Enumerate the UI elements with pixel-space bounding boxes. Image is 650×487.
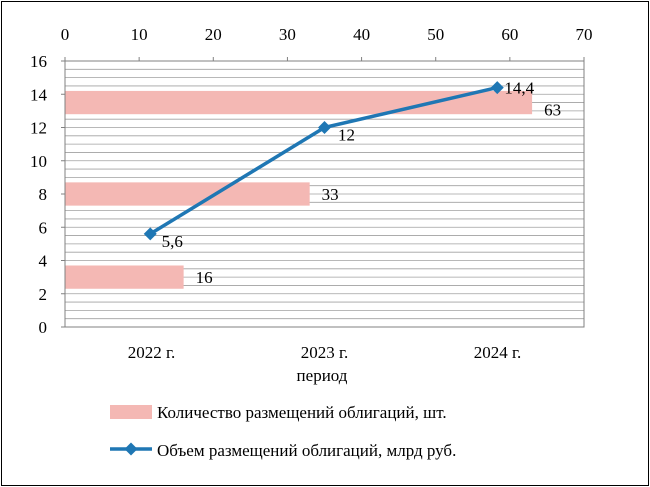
top-tick-label: 10 <box>131 25 148 44</box>
line-value-label: 14,4 <box>504 79 534 98</box>
bar-series <box>65 90 533 289</box>
top-tick-label: 40 <box>353 25 370 44</box>
y-tick-label: 16 <box>30 52 47 71</box>
top-tick-label: 20 <box>205 25 222 44</box>
bar <box>65 265 184 289</box>
bar-value-label: 63 <box>544 101 561 120</box>
category-label: 2022 г. <box>128 343 176 362</box>
legend-bar-swatch <box>110 405 152 419</box>
line-series <box>143 81 504 241</box>
category-label: 2023 г. <box>301 343 349 362</box>
line-value-label: 5,6 <box>162 232 183 251</box>
legend-line-marker <box>124 442 138 456</box>
top-tick-label: 0 <box>61 25 70 44</box>
line-marker <box>318 121 331 134</box>
y-tick-label: 8 <box>39 185 48 204</box>
legend-bar-label: Количество размещений облигаций, шт. <box>157 403 447 422</box>
y-tick-label: 6 <box>39 218 48 237</box>
y-tick-label: 12 <box>30 119 47 138</box>
bar-value-label: 16 <box>196 268 213 287</box>
y-tick-label: 0 <box>39 318 48 337</box>
y-tick-label: 2 <box>39 285 48 304</box>
bar <box>65 90 533 115</box>
line-marker <box>143 227 157 241</box>
data-labels: 16 33 63 5,6 12 14,4 <box>162 79 561 288</box>
gridlines <box>65 68 584 320</box>
top-tick-label: 50 <box>427 25 444 44</box>
axes: 0 10 20 30 40 50 60 70 0 2 4 6 8 10 12 14 16 2022 г. 2023 … <box>30 25 593 362</box>
line-value-label: 12 <box>338 126 355 145</box>
category-label: 2024 г. <box>474 343 522 362</box>
top-tick-label: 60 <box>501 25 518 44</box>
line-marker <box>490 81 504 95</box>
bar-value-label: 33 <box>322 185 339 204</box>
top-tick-label: 70 <box>576 25 593 44</box>
top-tick-label: 30 <box>279 25 296 44</box>
legend-line-label: Объем размещений облигаций, млрд руб. <box>157 441 456 460</box>
legend: Количество размещений облигаций, шт. Объ… <box>110 403 456 460</box>
y-tick-label: 14 <box>30 85 48 104</box>
bar <box>65 182 310 206</box>
y-tick-label: 10 <box>30 152 47 171</box>
y-tick-label: 4 <box>39 252 48 271</box>
x-axis-title: период <box>297 366 348 385</box>
